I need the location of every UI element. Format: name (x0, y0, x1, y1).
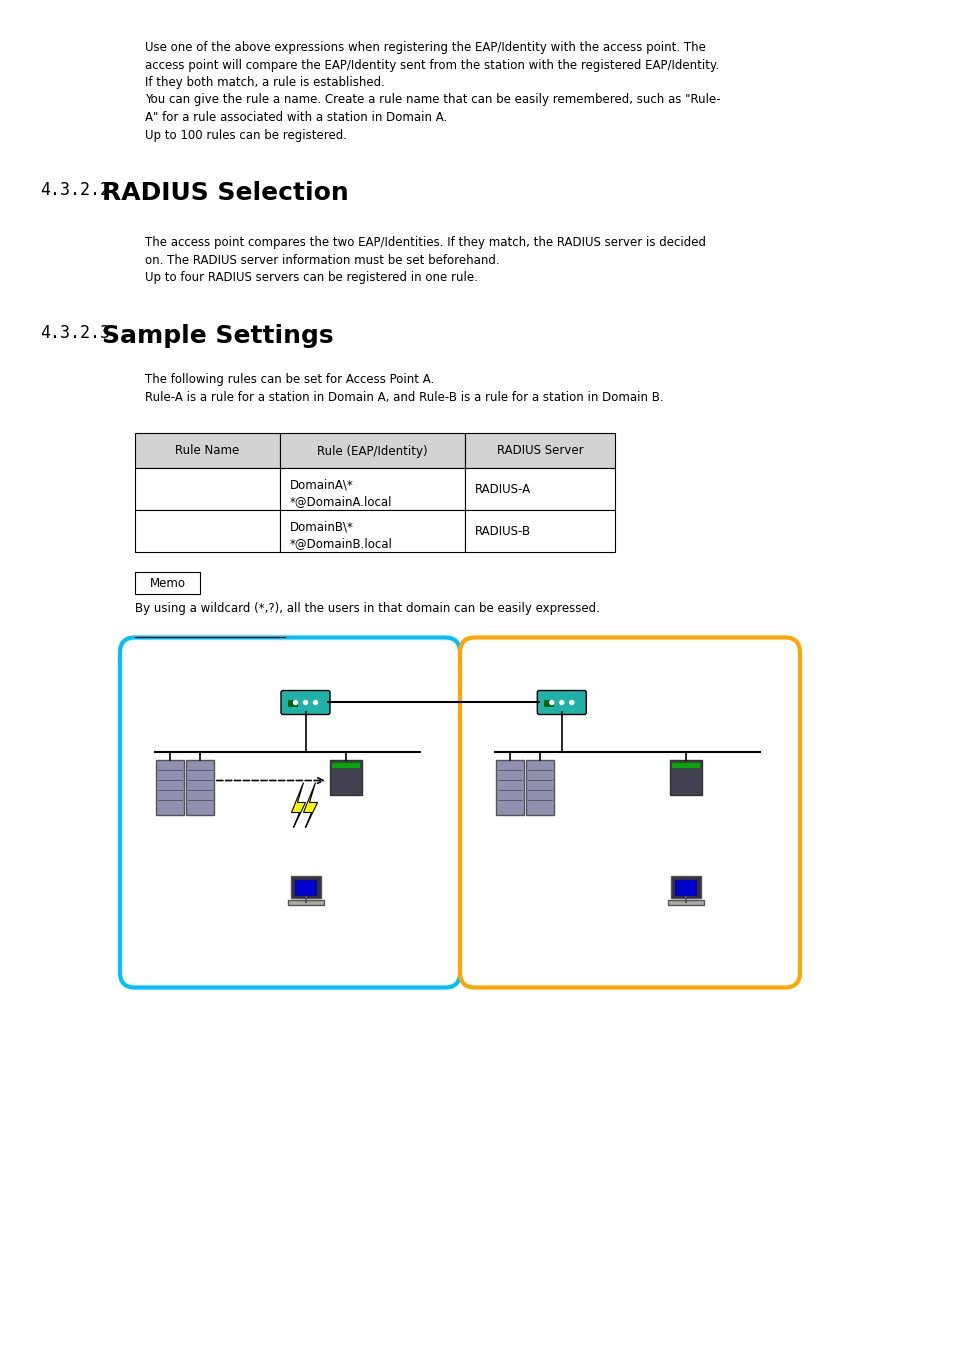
Text: If they both match, a rule is established.: If they both match, a rule is establishe… (145, 76, 384, 89)
FancyBboxPatch shape (669, 761, 701, 796)
Circle shape (549, 701, 554, 704)
FancyBboxPatch shape (135, 469, 280, 511)
Text: on. The RADIUS server information must be set beforehand.: on. The RADIUS server information must b… (145, 254, 499, 266)
FancyBboxPatch shape (496, 761, 523, 816)
FancyBboxPatch shape (674, 880, 696, 896)
Text: access point will compare the EAP/Identity sent from the station with the regist: access point will compare the EAP/Identi… (145, 58, 719, 72)
FancyBboxPatch shape (280, 511, 464, 553)
Circle shape (569, 701, 573, 704)
FancyBboxPatch shape (156, 761, 184, 816)
Polygon shape (292, 782, 305, 828)
FancyBboxPatch shape (287, 900, 323, 905)
Text: You can give the rule a name. Create a rule name that can be easily remembered, : You can give the rule a name. Create a r… (145, 93, 720, 107)
FancyBboxPatch shape (288, 701, 297, 708)
FancyBboxPatch shape (332, 763, 359, 769)
Text: *@DomainA.local: *@DomainA.local (290, 496, 392, 508)
FancyBboxPatch shape (280, 469, 464, 511)
Text: RADIUS-A: RADIUS-A (475, 484, 531, 496)
FancyBboxPatch shape (525, 761, 554, 816)
FancyBboxPatch shape (544, 701, 554, 708)
Text: Up to 100 rules can be registered.: Up to 100 rules can be registered. (145, 128, 347, 142)
FancyBboxPatch shape (464, 469, 615, 511)
FancyBboxPatch shape (537, 690, 586, 715)
Circle shape (294, 701, 297, 704)
Text: By using a wildcard (*,?), all the users in that domain can be easily expressed.: By using a wildcard (*,?), all the users… (135, 603, 599, 616)
Text: The access point compares the two EAP/Identities. If they match, the RADIUS serv: The access point compares the two EAP/Id… (145, 236, 705, 249)
FancyBboxPatch shape (330, 761, 361, 796)
Text: A" for a rule associated with a station in Domain A.: A" for a rule associated with a station … (145, 111, 447, 124)
Text: 4.3.2.2: 4.3.2.2 (40, 181, 110, 199)
Text: Sample Settings: Sample Settings (102, 323, 334, 347)
Text: Up to four RADIUS servers can be registered in one rule.: Up to four RADIUS servers can be registe… (145, 272, 477, 284)
Circle shape (559, 701, 563, 704)
FancyBboxPatch shape (671, 763, 700, 769)
Polygon shape (303, 782, 317, 828)
Circle shape (314, 701, 317, 704)
Text: Rule Name: Rule Name (175, 444, 239, 458)
FancyBboxPatch shape (464, 511, 615, 553)
FancyBboxPatch shape (280, 434, 464, 469)
Text: Use one of the above expressions when registering the EAP/Identity with the acce: Use one of the above expressions when re… (145, 41, 705, 54)
FancyBboxPatch shape (120, 638, 459, 988)
FancyBboxPatch shape (135, 434, 280, 469)
Circle shape (303, 701, 307, 704)
Text: 4.3.2.3: 4.3.2.3 (40, 323, 110, 342)
Text: DomainB\*: DomainB\* (290, 520, 354, 534)
Text: DomainA\*: DomainA\* (290, 478, 354, 492)
Text: RADIUS-B: RADIUS-B (475, 526, 531, 538)
FancyBboxPatch shape (464, 434, 615, 469)
FancyBboxPatch shape (135, 573, 200, 594)
FancyBboxPatch shape (294, 880, 316, 896)
Text: The following rules can be set for Access Point A.: The following rules can be set for Acces… (145, 373, 434, 386)
FancyBboxPatch shape (135, 511, 280, 553)
Text: Memo: Memo (150, 577, 185, 590)
FancyBboxPatch shape (670, 877, 700, 898)
Text: Rule-A is a rule for a station in Domain A, and Rule-B is a rule for a station i: Rule-A is a rule for a station in Domain… (145, 390, 663, 404)
Text: *@DomainB.local: *@DomainB.local (290, 538, 393, 550)
FancyBboxPatch shape (667, 900, 703, 905)
Text: RADIUS Selection: RADIUS Selection (102, 181, 349, 205)
FancyBboxPatch shape (459, 638, 800, 988)
FancyBboxPatch shape (281, 690, 330, 715)
FancyBboxPatch shape (291, 877, 320, 898)
Text: RADIUS Server: RADIUS Server (497, 444, 582, 458)
FancyBboxPatch shape (186, 761, 213, 816)
Text: Rule (EAP/Identity): Rule (EAP/Identity) (316, 444, 427, 458)
